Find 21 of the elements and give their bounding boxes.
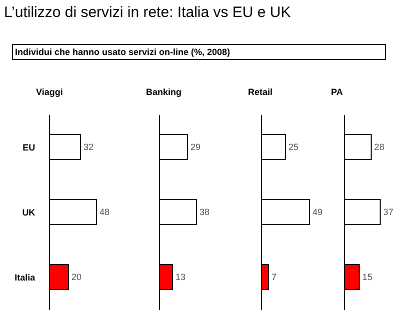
y-tick-label: Italia (14, 272, 36, 283)
data-label: 49 (312, 207, 323, 218)
chart-title: Viaggi (36, 87, 63, 97)
data-label: 28 (374, 142, 384, 152)
data-label: 37 (383, 207, 394, 218)
chart-title: Banking (146, 87, 182, 97)
data-label: 13 (176, 272, 186, 282)
text: L’utilizzo di servizi in rete: Italia vs EU e UK (4, 4, 291, 21)
data-label: 15 (362, 272, 372, 282)
y-tick-label: UK (22, 208, 36, 218)
chart-title: Retail (248, 87, 273, 97)
data-label: 48 (100, 207, 110, 218)
data-label: 20 (72, 272, 82, 282)
data-label: 38 (200, 207, 210, 218)
chart-title: PA (331, 87, 344, 97)
data-label: 32 (84, 142, 94, 152)
y-tick-label: EU (22, 142, 36, 153)
data-label: 25 (288, 142, 299, 152)
data-label: 29 (190, 142, 201, 152)
data-label: 7 (272, 272, 277, 282)
text: Individui che hanno usato servizi on-line (%, 2008) (15, 47, 230, 57)
